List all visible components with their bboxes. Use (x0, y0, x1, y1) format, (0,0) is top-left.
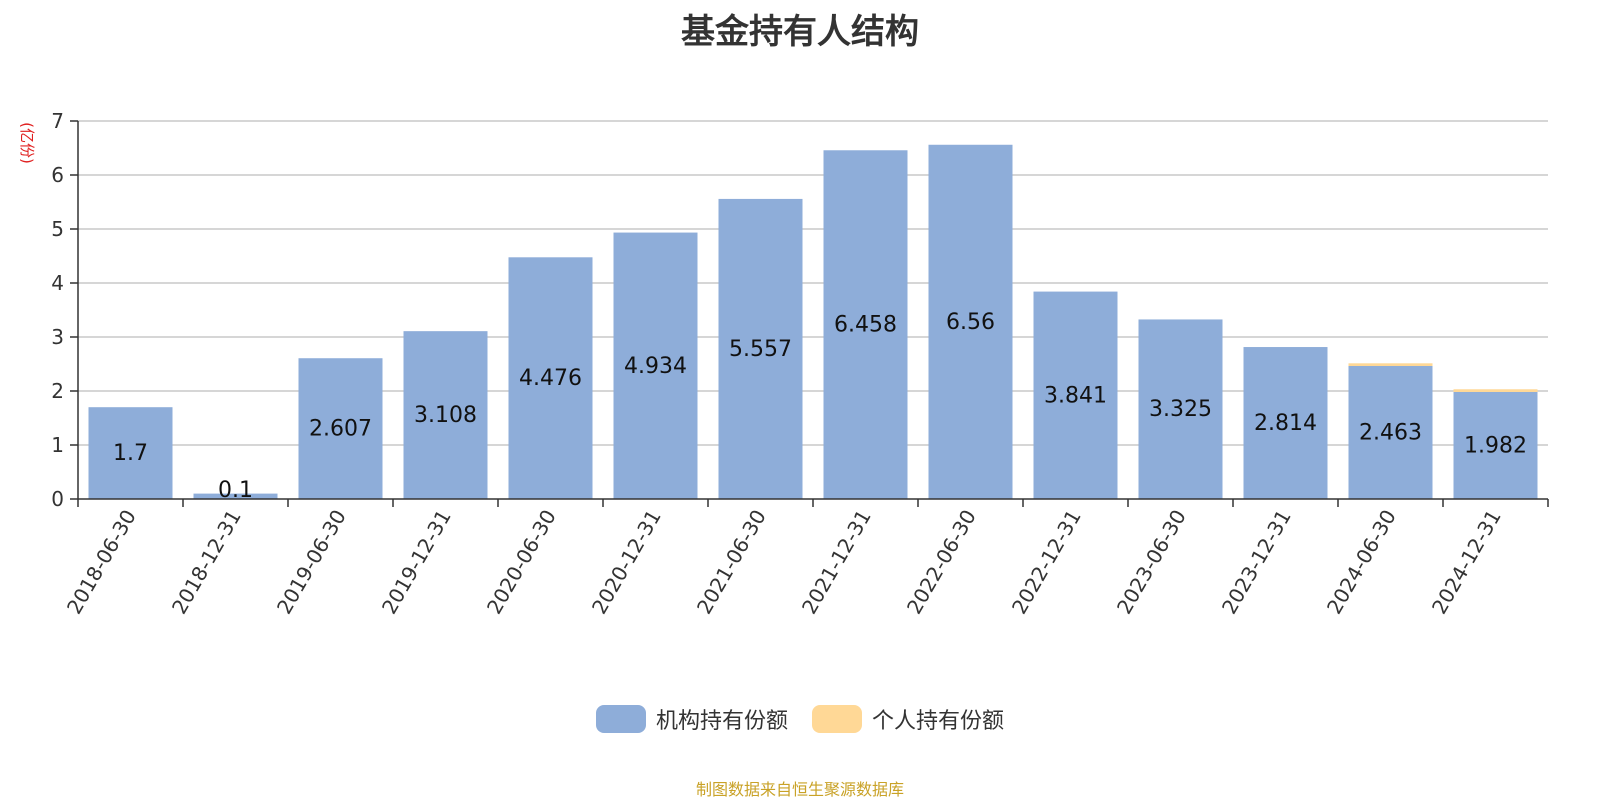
x-tick-label: 2022-12-31 (1007, 506, 1086, 619)
data-label: 2.607 (309, 417, 372, 442)
y-tick-label: 3 (51, 325, 64, 349)
legend-item-institutional[interactable]: 机构持有份额 (595, 703, 788, 735)
x-tick-label: 2020-12-31 (587, 506, 666, 619)
legend-swatch-institutional (595, 705, 646, 733)
x-tick-label: 2019-06-30 (272, 506, 351, 619)
y-tick-label: 6 (51, 163, 64, 187)
bar-institutional-2021-06-30 (718, 198, 803, 499)
legend-label-institutional: 机构持有份额 (655, 709, 788, 734)
y-axis-unit-label: (亿份) (18, 122, 36, 164)
bar-institutional-2018-12-31 (193, 493, 278, 499)
data-label: 3.325 (1149, 397, 1212, 422)
data-label: 3.108 (414, 403, 477, 428)
y-tick-label: 4 (51, 271, 64, 295)
bar-institutional-2024-06-30 (1348, 365, 1433, 499)
x-tick-label: 2019-12-31 (377, 506, 456, 619)
y-tick-label: 7 (51, 109, 64, 133)
bar-chart: (亿份) 0 1 2 3 4 5 6 7 2018-06-30 2018-12-31 2019-06… (18, 109, 1549, 619)
bar-institutional-2024-12-31 (1453, 391, 1538, 499)
bar-institutional-2023-12-31 (1243, 347, 1328, 499)
x-tick-label: 2022-06-30 (902, 506, 981, 619)
chart-title: 基金持有人结构 (681, 12, 919, 52)
legend: 机构持有份额 个人持有份额 (0, 703, 1600, 735)
x-tick-label: 2021-12-31 (797, 506, 876, 619)
data-label: 2.814 (1254, 411, 1317, 436)
bar-individual-2024-12-31 (1453, 389, 1538, 392)
x-tick-label: 2021-06-30 (692, 506, 771, 619)
data-label: 1.7 (113, 441, 148, 466)
data-label: 6.458 (834, 313, 897, 338)
data-label: 0.1 (218, 478, 253, 503)
x-tick-label: 2018-12-31 (167, 506, 246, 619)
x-tick-label: 2023-06-30 (1112, 506, 1191, 619)
y-tick-label: 1 (51, 433, 64, 457)
x-tick-label: 2018-06-30 (62, 506, 141, 619)
bar-institutional-2021-12-31 (823, 150, 908, 499)
data-label: 3.841 (1044, 383, 1107, 408)
x-tick-label: 2024-12-31 (1427, 506, 1506, 619)
legend-item-individual[interactable]: 个人持有份额 (812, 703, 1004, 735)
bar-institutional-2019-06-30 (298, 358, 383, 499)
bar-institutional-2022-12-31 (1033, 291, 1118, 499)
data-label: 1.982 (1464, 433, 1527, 458)
bar-institutional-2020-12-31 (613, 232, 698, 499)
data-label: 5.557 (729, 337, 792, 362)
bar-institutional-2019-12-31 (403, 331, 488, 499)
bar-institutional-2022-06-30 (928, 144, 1013, 499)
x-tick-label: 2020-06-30 (482, 506, 561, 619)
source-note: 制图数据来自恒生聚源数据库 (695, 780, 904, 799)
x-tick-label: 2024-06-30 (1322, 506, 1401, 619)
y-tick-label: 2 (51, 379, 64, 403)
legend-swatch-individual (812, 705, 862, 733)
y-tick-label: 0 (51, 487, 64, 511)
legend-label-individual: 个人持有份额 (872, 709, 1005, 734)
x-tick-label: 2023-12-31 (1217, 506, 1296, 619)
data-label: 6.56 (946, 310, 995, 335)
y-tick-label: 5 (51, 217, 64, 241)
data-labels: 1.7 0.1 2.607 3.108 4.476 4.934 5.557 6.458 6.56… (113, 310, 1527, 503)
data-label: 2.463 (1359, 420, 1422, 445)
bar-institutional-2018-06-30 (88, 407, 173, 499)
data-label: 4.476 (519, 366, 582, 391)
data-label: 4.934 (624, 354, 687, 379)
bar-individual-2024-06-30 (1348, 363, 1433, 366)
bars (88, 144, 1538, 499)
bar-institutional-2020-06-30 (508, 257, 593, 499)
bar-institutional-2023-06-30 (1138, 319, 1223, 499)
